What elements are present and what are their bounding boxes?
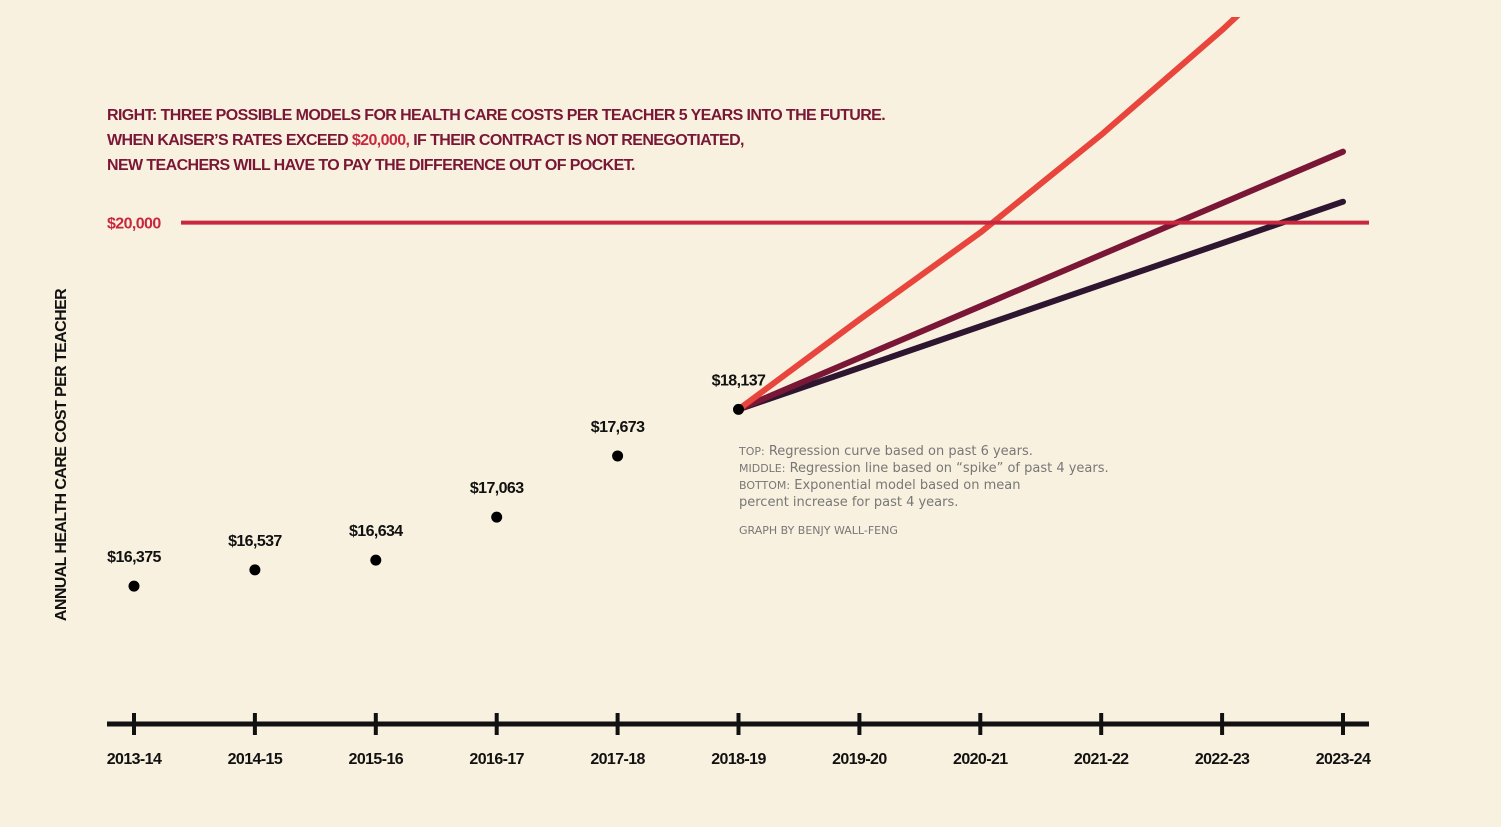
value-label: $16,634 [349,523,403,540]
title-line: WHEN KAISER’S RATES EXCEED $20,000, IF T… [107,132,744,149]
x-tick-label: 2023-24 [1316,751,1371,768]
note: BOTTOM: Exponential model based on mean [739,478,1020,493]
value-label: $17,063 [470,480,524,497]
y-axis-label: ANNUAL HEALTH CARE COST PER TEACHER [53,288,70,621]
x-tick-label: 2022-23 [1195,751,1250,768]
x-tick-label: 2021-22 [1074,751,1129,768]
x-tick-label: 2014-15 [228,751,283,768]
projection-line [735,17,1241,413]
data-point [249,564,261,576]
note: MIDDLE: Regression line based on “spike”… [739,461,1109,476]
data-point [612,450,624,462]
data-point [733,403,744,415]
note-label: BOTTOM: [739,479,790,492]
data-point [128,580,140,592]
title-text: WHEN KAISER’S RATES EXCEED [107,132,352,149]
value-label: $18,137 [712,372,766,389]
title-line: NEW TEACHERS WILL HAVE TO PAY THE DIFFER… [107,157,635,174]
title-text: NEW TEACHERS WILL HAVE TO PAY THE DIFFER… [107,157,635,174]
note-text: Exponential model based on mean [794,478,1020,493]
note: TOP: Regression curve based on past 6 ye… [738,444,1033,459]
plot [735,17,1346,413]
note: percent increase for past 4 years. [739,495,958,510]
data-point [370,554,382,566]
title-line: RIGHT: THREE POSSIBLE MODELS FOR HEALTH … [107,107,885,124]
note-text: percent increase for past 4 years. [739,495,958,510]
title: RIGHT: THREE POSSIBLE MODELS FOR HEALTH … [107,107,886,174]
note-label: TOP: [738,445,765,458]
value-label: $17,673 [591,419,645,436]
x-tick-label: 2019-20 [832,751,887,768]
title-text: RIGHT: THREE POSSIBLE MODELS FOR HEALTH … [107,107,885,124]
x-tick-label: 2020-21 [953,751,1008,768]
credit: GRAPH BY BENJY WALL-FENG [739,524,898,537]
value-label: $16,375 [107,549,161,566]
x-tick-label: 2016-17 [469,751,524,768]
x-tick-label: 2015-16 [349,751,404,768]
title-text: IF THEIR CONTRACT IS NOT RENEGOTIATED, [409,132,744,149]
projection-line [735,148,1346,413]
note-text: Regression curve based on past 6 years. [769,444,1033,459]
data-point [491,511,503,523]
x-tick-label: 2018-19 [711,751,766,768]
projection-line [735,198,1346,413]
reference-label: $20,000 [107,216,161,233]
x-tick-label: 2017-18 [590,751,645,768]
note-label: MIDDLE: [739,462,785,475]
value-label: $16,537 [228,533,282,550]
title-text: $20,000, [352,132,410,149]
note-text: Regression line based on “spike” of past… [790,461,1109,476]
x-tick-label: 2013-14 [107,751,162,768]
